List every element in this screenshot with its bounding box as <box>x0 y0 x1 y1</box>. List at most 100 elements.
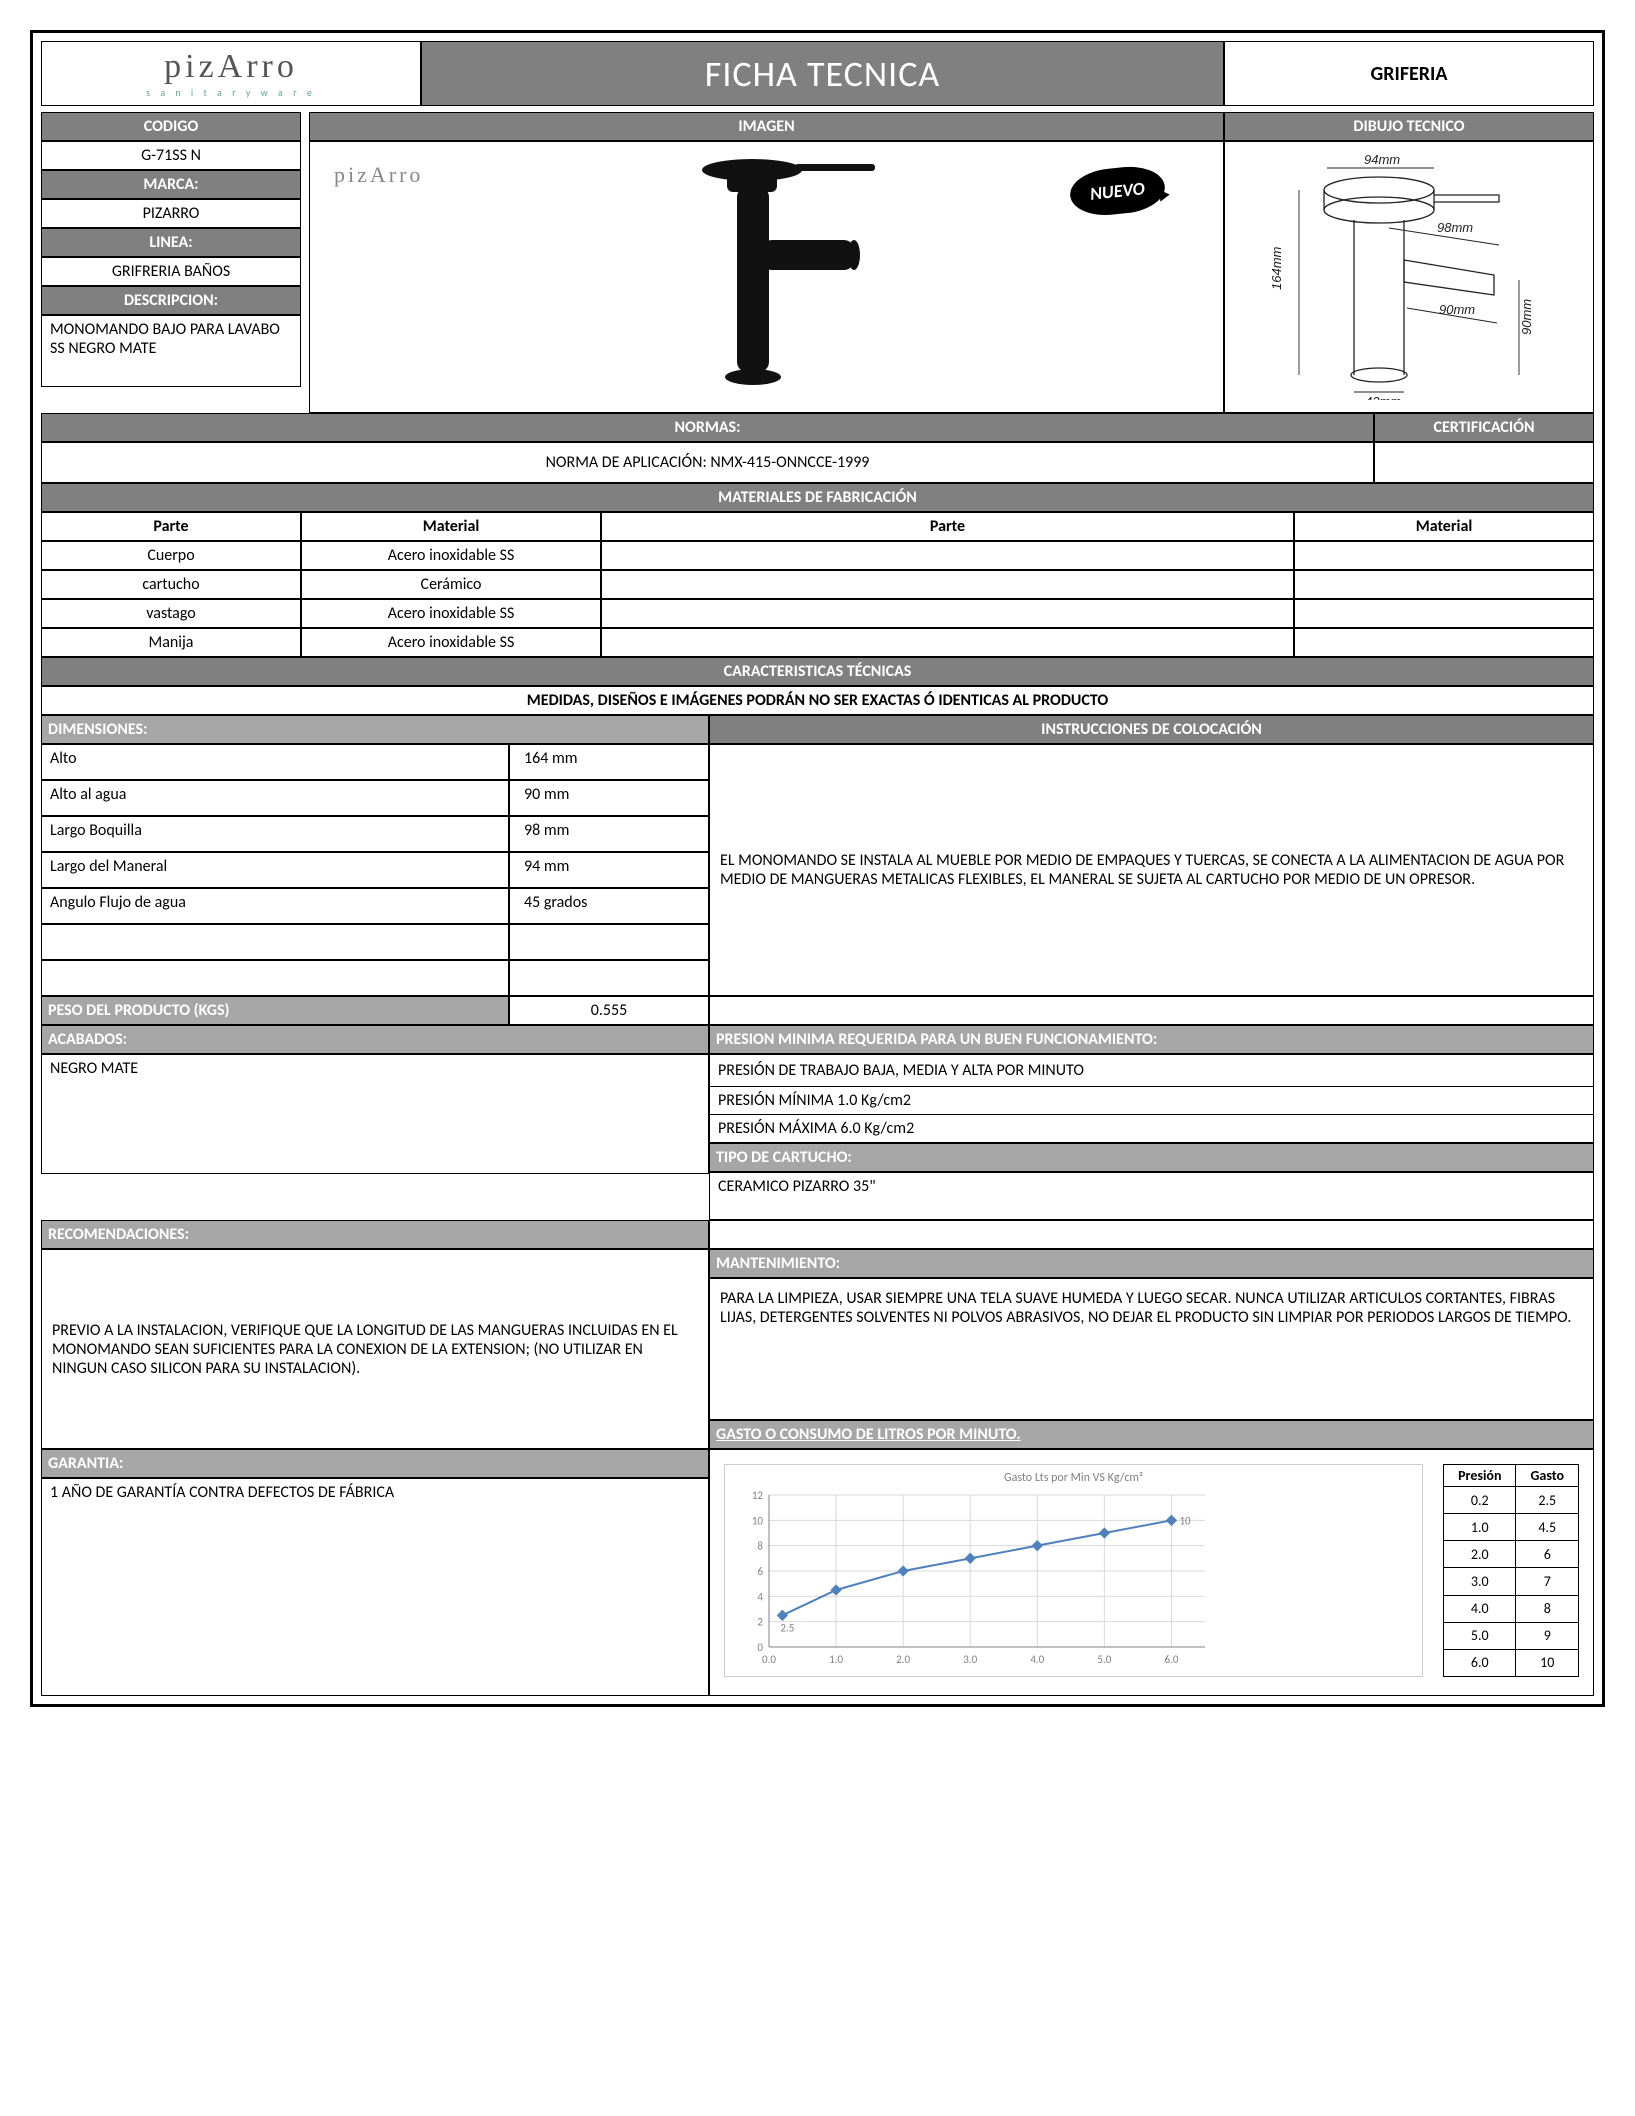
hdr-materiales: MATERIALES DE FABRICACIÓN <box>41 483 1594 512</box>
garantia-text: 1 AÑO DE GARANTÍA CONTRA DEFECTOS DE FÁB… <box>41 1478 709 1696</box>
flow-chart-section: Gasto Lts por Min VS Kg/cm² 0246810120.0… <box>718 1454 1585 1687</box>
mat-parte: Manija <box>41 628 301 657</box>
svg-text:2: 2 <box>757 1616 763 1629</box>
flow-th-gasto: Gasto <box>1516 1465 1579 1487</box>
datasheet: pizArro s a n i t a r y w a r e FICHA TE… <box>30 30 1605 1707</box>
medidas-note: MEDIDAS, DISEÑOS E IMÁGENES PODRÁN NO SE… <box>41 686 1594 715</box>
nuevo-badge: NUEVO <box>1070 165 1165 216</box>
val-cartucho: CERAMICO PIZARRO 35" <box>709 1172 1594 1220</box>
val-marca: PIZARRO <box>41 199 301 228</box>
val-peso: 0.555 <box>509 996 709 1025</box>
mat-material: Acero inoxidable SS <box>301 628 601 657</box>
flow-chart: Gasto Lts por Min VS Kg/cm² 0246810120.0… <box>724 1464 1423 1677</box>
svg-text:10: 10 <box>1179 1514 1191 1527</box>
hdr-linea: LINEA: <box>41 228 301 257</box>
flow-th-presion: Presión <box>1444 1465 1516 1487</box>
svg-text:4: 4 <box>757 1590 763 1603</box>
hdr-normas: NORMAS: <box>41 413 1374 442</box>
flow-cell: 1.0 <box>1444 1514 1516 1541</box>
dim-val <box>509 960 709 996</box>
svg-text:0.0: 0.0 <box>762 1653 776 1666</box>
recomendaciones-text: PREVIO A LA INSTALACION, VERIFIQUE QUE L… <box>41 1249 709 1449</box>
flow-cell: 7 <box>1516 1568 1579 1595</box>
val-codigo: G-71SS N <box>41 141 301 170</box>
mat-parte: cartucho <box>41 570 301 599</box>
dim-val: 90 mm <box>509 780 709 816</box>
dim-98: 98mm <box>1437 220 1473 235</box>
brand-watermark: pizArro <box>334 162 423 188</box>
flow-cell: 2.0 <box>1444 1541 1516 1568</box>
th-parte2: Parte <box>601 512 1294 541</box>
hdr-instrucciones: INSTRUCCIONES DE COLOCACIÓN <box>709 715 1594 744</box>
doc-title: FICHA TECNICA <box>421 41 1224 106</box>
val-descripcion: MONOMANDO BAJO PARA LAVABO SS NEGRO MATE <box>41 315 301 387</box>
flow-cell: 6 <box>1516 1541 1579 1568</box>
dim-key: Largo Boquilla <box>41 816 509 852</box>
val-acabado: NEGRO MATE <box>41 1054 709 1174</box>
svg-text:12: 12 <box>752 1489 764 1502</box>
svg-text:6: 6 <box>757 1565 763 1578</box>
category: GRIFERIA <box>1224 41 1594 106</box>
hdr-presion: PRESION MINIMA REQUERIDA PARA UN BUEN FU… <box>709 1025 1594 1054</box>
hdr-tipo-cartucho: TIPO DE CARTUCHO: <box>709 1143 1594 1172</box>
dim-val: 164 mm <box>509 744 709 780</box>
dim-key <box>41 960 509 996</box>
hdr-descripcion: DESCRIPCION: <box>41 286 301 315</box>
svg-text:2.5: 2.5 <box>780 1621 794 1634</box>
flow-cell: 9 <box>1516 1622 1579 1649</box>
hdr-recomendaciones: RECOMENDACIONES: <box>41 1220 709 1249</box>
presion-l3: PRESIÓN MÁXIMA 6.0 Kg/cm2 <box>709 1115 1594 1143</box>
mat-material: Cerámico <box>301 570 601 599</box>
hdr-mantenimiento: MANTENIMIENTO: <box>709 1249 1594 1278</box>
header-row: pizArro s a n i t a r y w a r e FICHA TE… <box>41 41 1594 106</box>
dim-94: 94mm <box>1364 152 1400 167</box>
product-image <box>637 152 897 402</box>
dim-val <box>509 924 709 960</box>
hdr-peso: PESO DEL PRODUCTO (KGS) <box>41 996 509 1025</box>
flow-cell: 4.5 <box>1516 1514 1579 1541</box>
val-linea: GRIFRERIA BAÑOS <box>41 257 301 286</box>
mat-parte: Cuerpo <box>41 541 301 570</box>
hdr-codigo: CODIGO <box>41 112 301 141</box>
flow-table: Presión Gasto 0.22.51.04.52.063.074.085.… <box>1443 1464 1579 1677</box>
hdr-garantia: GARANTIA: <box>41 1449 709 1478</box>
th-material2: Material <box>1294 512 1594 541</box>
dim-key: Largo del Maneral <box>41 852 509 888</box>
val-certificacion <box>1374 442 1594 483</box>
hdr-marca: MARCA: <box>41 170 301 199</box>
hdr-certificacion: CERTIFICACIÓN <box>1374 413 1594 442</box>
dim-val: 98 mm <box>509 816 709 852</box>
hdr-dibujo: DIBUJO TECNICO <box>1224 112 1594 141</box>
instrucciones-text: EL MONOMANDO SE INSTALA AL MUEBLE POR ME… <box>709 744 1594 996</box>
svg-text:1.0: 1.0 <box>829 1653 843 1666</box>
brand-logo-sub: s a n i t a r y w a r e <box>42 86 420 99</box>
technical-drawing: 94mm 98mm 164mm 43mm 90mm 90mm <box>1239 150 1579 400</box>
mat-material: Acero inoxidable SS <box>301 599 601 628</box>
svg-text:4.0: 4.0 <box>1030 1653 1044 1666</box>
flow-cell: 10 <box>1516 1649 1579 1676</box>
dim-90b: 90mm <box>1519 299 1534 335</box>
svg-text:5.0: 5.0 <box>1097 1653 1111 1666</box>
dim-val: 45 grados <box>509 888 709 924</box>
dim-val: 94 mm <box>509 852 709 888</box>
hdr-gasto: GASTO O CONSUMO DE LITROS POR MINUTO. <box>709 1420 1594 1449</box>
mantenimiento-text: PARA LA LIMPIEZA, USAR SIEMPRE UNA TELA … <box>709 1278 1594 1420</box>
presion-l1: PRESIÓN DE TRABAJO BAJA, MEDIA Y ALTA PO… <box>709 1054 1594 1087</box>
flow-cell: 3.0 <box>1444 1568 1516 1595</box>
svg-text:6.0: 6.0 <box>1164 1653 1178 1666</box>
flow-cell: 0.2 <box>1444 1487 1516 1514</box>
flow-cell: 4.0 <box>1444 1595 1516 1622</box>
hdr-dimensiones: DIMENSIONES: <box>41 715 709 744</box>
hdr-imagen: IMAGEN <box>309 112 1224 141</box>
val-norma: NORMA DE APLICACIÓN: NMX-415-ONNCCE-1999 <box>41 442 1374 483</box>
th-parte1: Parte <box>41 512 301 541</box>
dim-key: Alto al agua <box>41 780 509 816</box>
dim-164: 164mm <box>1269 246 1284 290</box>
mat-parte: vastago <box>41 599 301 628</box>
dim-key <box>41 924 509 960</box>
svg-text:10: 10 <box>752 1514 764 1527</box>
hdr-acabados: ACABADOS: <box>41 1025 709 1054</box>
hdr-caracteristicas: CARACTERISTICAS TÉCNICAS <box>41 657 1594 686</box>
svg-text:3.0: 3.0 <box>963 1653 977 1666</box>
th-material1: Material <box>301 512 601 541</box>
